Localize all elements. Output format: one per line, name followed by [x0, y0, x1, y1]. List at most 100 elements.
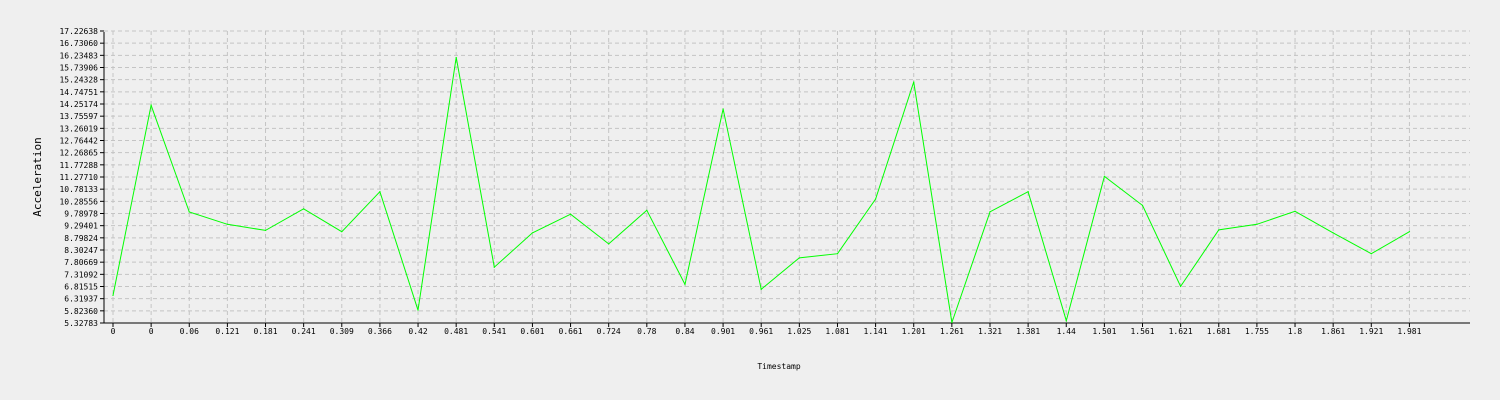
x-tick-label: 0.661	[559, 327, 583, 336]
x-tick-label: 0.601	[520, 327, 544, 336]
data-point	[913, 81, 915, 83]
data-point	[264, 229, 267, 232]
x-axis-title: Timestamp	[757, 362, 801, 371]
data-point	[341, 231, 343, 233]
data-point	[303, 208, 305, 210]
y-axis-title: Acceleration	[31, 137, 44, 216]
x-tick-label: 1.755	[1245, 327, 1269, 336]
y-tick-label: 6.81515	[64, 282, 98, 291]
data-point	[1408, 231, 1411, 233]
x-tick-label: 1.44	[1057, 327, 1076, 336]
data-point	[836, 253, 839, 255]
x-tick-label: 0.84	[675, 327, 694, 336]
y-tick-label: 17.22638	[59, 27, 98, 36]
x-tick-label: 1.141	[864, 327, 888, 336]
data-point	[1103, 175, 1105, 178]
x-tick-label: 1.501	[1092, 327, 1116, 336]
data-point	[379, 191, 381, 193]
y-tick-label: 14.25174	[59, 100, 98, 109]
x-tick-label: 0.541	[482, 327, 506, 336]
data-point	[226, 223, 228, 225]
x-tick-label: 1.681	[1207, 327, 1231, 336]
data-point	[1294, 210, 1296, 212]
x-tick-label: 1.8	[1288, 327, 1303, 336]
x-tick-label: 1.921	[1359, 327, 1383, 336]
y-tick-label: 16.23483	[59, 51, 98, 60]
y-tick-label: 7.80669	[64, 258, 98, 267]
x-tick-label: 0.181	[253, 327, 277, 336]
x-tick-label: 1.621	[1169, 327, 1193, 336]
y-tick-label: 10.78133	[59, 185, 98, 194]
y-tick-label: 8.79824	[64, 234, 98, 243]
data-point	[798, 257, 800, 259]
data-point	[684, 283, 686, 286]
x-tick-label: 0.309	[330, 327, 354, 336]
y-tick-label: 11.27710	[59, 173, 98, 182]
data-point	[1141, 204, 1144, 206]
data-point	[112, 294, 114, 297]
y-tick-label: 13.75597	[59, 112, 98, 121]
data-point	[875, 198, 877, 200]
y-tick-label: 5.82360	[64, 307, 98, 316]
x-tick-label: 1.861	[1321, 327, 1345, 336]
data-point	[1218, 229, 1220, 231]
y-tick-label: 8.30247	[64, 246, 98, 255]
y-tick-labels: 5.32783 5.82360 6.31937 6.81515 7.31092 7.806…	[59, 27, 104, 328]
y-tick-label: 16.73060	[59, 39, 98, 48]
y-tick-label: 5.32783	[64, 319, 98, 328]
y-tick-label: 12.76442	[59, 137, 98, 146]
data-point	[722, 108, 724, 110]
y-tick-label: 12.26865	[59, 149, 98, 158]
x-tick-label: 0.961	[749, 327, 773, 336]
y-tick-label: 10.28556	[59, 197, 98, 206]
x-tick-label: 0.901	[711, 327, 735, 336]
data-point	[531, 232, 534, 234]
x-tick-label: 0.06	[180, 327, 199, 336]
y-tick-label: 11.77288	[59, 161, 98, 170]
x-tick-label: 0	[111, 327, 116, 336]
data-point	[1332, 232, 1334, 234]
data-point	[569, 213, 572, 215]
x-tick-label: 1.201	[902, 327, 926, 336]
x-tick-label: 0.241	[292, 327, 316, 336]
data-point	[1256, 223, 1258, 225]
x-tick-label: 1.025	[787, 327, 811, 336]
data-point	[150, 104, 152, 106]
data-point	[493, 266, 495, 268]
data-point	[1180, 285, 1182, 287]
data-point	[1027, 191, 1029, 193]
y-tick-label: 7.31092	[64, 270, 98, 279]
x-tick-label: 1.081	[825, 327, 849, 336]
x-tick-label: 0.78	[637, 327, 656, 336]
data-point	[417, 309, 419, 311]
x-tick-label: 0.42	[408, 327, 427, 336]
x-tick-label: 1.381	[1016, 327, 1040, 336]
data-point	[951, 321, 953, 324]
x-tick-label: 1.321	[978, 327, 1002, 336]
x-tick-label: 1.561	[1130, 327, 1154, 336]
gridlines	[104, 30, 1470, 323]
y-tick-label: 14.74751	[59, 88, 98, 97]
data-point	[760, 288, 762, 290]
x-tick-label: 1.981	[1397, 327, 1421, 336]
x-tick-label: 0.121	[215, 327, 239, 336]
x-tick-label: 0.366	[368, 327, 392, 336]
y-tick-label: 15.73906	[59, 64, 98, 73]
x-tick-label: 1.261	[940, 327, 964, 336]
x-tick-label: 0	[149, 327, 154, 336]
y-tick-label: 6.31937	[64, 295, 98, 304]
data-point	[1370, 253, 1372, 255]
data-point	[188, 211, 190, 213]
data-point	[1065, 320, 1067, 322]
x-tick-labels: 0 0 0.06 0.121 0.181 0.241 0.309 0.366 0.42 0.481…	[111, 323, 1422, 336]
data-point	[989, 211, 991, 213]
data-point	[608, 243, 610, 245]
x-tick-label: 0.724	[597, 327, 621, 336]
y-tick-label: 9.78978	[64, 210, 98, 219]
data-point	[455, 56, 457, 59]
y-tick-label: 13.26019	[59, 124, 98, 133]
y-tick-label: 9.29401	[64, 222, 98, 231]
x-tick-label: 0.481	[444, 327, 468, 336]
data-point	[646, 209, 648, 211]
